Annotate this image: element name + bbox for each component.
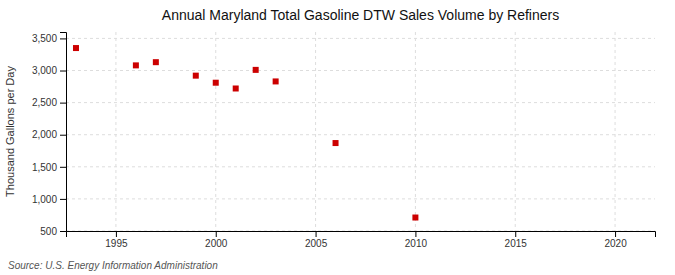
tick: 2015: [505, 231, 528, 249]
grid-line: [66, 70, 655, 71]
grid-line: [515, 32, 516, 231]
tick: 2020: [604, 231, 627, 249]
tick-label: 3,000: [32, 65, 57, 76]
tick-mark: [60, 135, 66, 136]
tick-label: 2,000: [32, 129, 57, 140]
source: Source: U.S. Energy Information Administ…: [8, 260, 218, 271]
grid-line: [66, 166, 655, 167]
tick-mark: [216, 231, 217, 237]
tick-mark: [60, 103, 66, 104]
tick: 2010: [405, 231, 428, 249]
grid-line: [615, 32, 616, 231]
grid-line: [66, 134, 655, 135]
plot-area: 1995 2000 2005 2010 2015 2020 500 1,000 1,500 2,0…: [32, 32, 656, 249]
y-axis: 500 1,000 1,500 2,000 2,500 3,000 3,500: [32, 33, 67, 237]
grid: [66, 32, 655, 231]
grid-line: [66, 102, 655, 103]
tick-label: 2000: [205, 238, 228, 249]
tick-label: 500: [40, 226, 57, 237]
point: [73, 45, 79, 51]
tick: 2005: [305, 231, 328, 249]
tick-mark: [316, 231, 317, 237]
axis-line: [60, 33, 67, 232]
tick-mark: [60, 38, 66, 39]
tick-label: 2005: [305, 238, 328, 249]
grid-line: [215, 32, 216, 231]
point: [333, 140, 339, 146]
title: Annual Maryland Total Gasoline DTW Sales…: [162, 7, 559, 23]
tick-label: 2020: [604, 238, 627, 249]
point: [233, 85, 239, 91]
tick-mark: [60, 231, 66, 232]
tick-mark: [60, 199, 66, 200]
tick-label: 1,000: [32, 194, 57, 205]
point: [412, 215, 418, 221]
tick-label: 1995: [105, 238, 128, 249]
tick: 2,000: [32, 129, 66, 140]
grid-line: [66, 38, 655, 39]
point: [193, 73, 199, 79]
grid-line: [415, 32, 416, 231]
tick-label: 1,500: [32, 162, 57, 173]
tick: 3,000: [32, 65, 66, 76]
tick-mark: [515, 231, 516, 237]
y-label: Thousand Gallons per Day: [4, 66, 16, 197]
tick-mark: [415, 231, 416, 237]
point: [213, 80, 219, 86]
grid-line: [66, 198, 655, 199]
tick-mark: [60, 71, 66, 72]
tick: 2,500: [32, 97, 66, 108]
tick-label: 2015: [505, 238, 528, 249]
tick: 1,500: [32, 162, 66, 173]
grid-line: [315, 32, 316, 231]
point: [153, 59, 159, 65]
tick: 3,500: [32, 33, 66, 44]
points: [73, 45, 418, 220]
point: [273, 78, 279, 84]
tick-label: 2,500: [32, 97, 57, 108]
tick-mark: [615, 231, 616, 237]
tick: 1995: [105, 231, 128, 249]
x-axis: 1995 2000 2005 2010 2015 2020: [67, 231, 656, 249]
tick-mark: [60, 167, 66, 168]
tick: 2000: [205, 231, 228, 249]
grid-line: [115, 32, 116, 231]
tick: 500: [40, 226, 66, 237]
chart: 1995 2000 2005 2010 2015 2020 500 1,000 1,500 2,0…: [0, 0, 675, 275]
point: [133, 62, 139, 68]
point: [253, 67, 259, 73]
tick-label: 2010: [405, 238, 428, 249]
axis-line: [67, 232, 656, 238]
tick-label: 3,500: [32, 33, 57, 44]
tick-mark: [116, 231, 117, 237]
tick: 1,000: [32, 194, 66, 205]
